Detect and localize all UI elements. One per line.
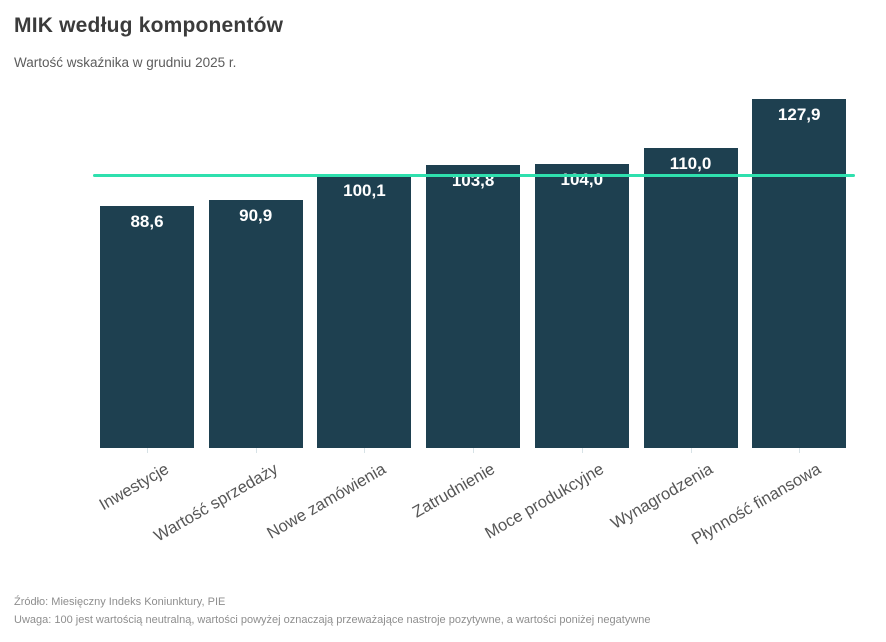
x-axis-tick [364, 448, 366, 453]
x-axis-label: Płynność finansowa [688, 460, 825, 549]
x-axis-tick [581, 448, 583, 453]
x-axis-tick [255, 448, 257, 453]
neutral-reference-line [93, 173, 855, 177]
x-axis-tick [799, 448, 801, 453]
bar-value-label: 88,6 [130, 212, 164, 232]
bar-wynagrodzenia: 110,0 [643, 147, 738, 448]
x-axis-tick [690, 448, 692, 453]
x-axis-label: Wartość sprzedaży [150, 460, 281, 546]
bar-value-label: 127,9 [777, 105, 821, 124]
x-axis-label: Zatrudnienie [409, 460, 499, 522]
chart-subtitle: Wartość wskaźnika w grudniu 2025 r. [14, 55, 237, 70]
x-axis-label: Wynagrodzenia [607, 460, 716, 533]
footer-source: Źródło: Miesięczny Indeks Koniunktury, P… [14, 596, 226, 608]
footer-note: Uwaga: 100 jest wartością neutralną, war… [14, 614, 651, 626]
x-axis-label: Moce produkcyjne [481, 460, 607, 543]
bar-nowe-zamówienia: 100,1 [317, 174, 412, 448]
bar-value-label: 110,0 [669, 153, 712, 173]
bar-płynność-finansowa: 127,9 [752, 99, 847, 448]
bar-inwestycje: 88,6 [100, 206, 194, 448]
bar-value-label: 90,9 [239, 205, 273, 225]
x-axis-label: Nowe zamówienia [264, 460, 390, 543]
bar-moce-produkcyjne: 104,0 [534, 164, 629, 448]
bar-wartość-sprzedaży: 90,9 [208, 199, 303, 448]
x-axis-tick [147, 448, 148, 453]
bar-value-label: 100,1 [343, 180, 386, 200]
x-axis-tick [473, 448, 475, 453]
chart-title: MIK według komponentów [14, 14, 284, 37]
bar-zatrudnienie: 103,8 [426, 164, 521, 448]
